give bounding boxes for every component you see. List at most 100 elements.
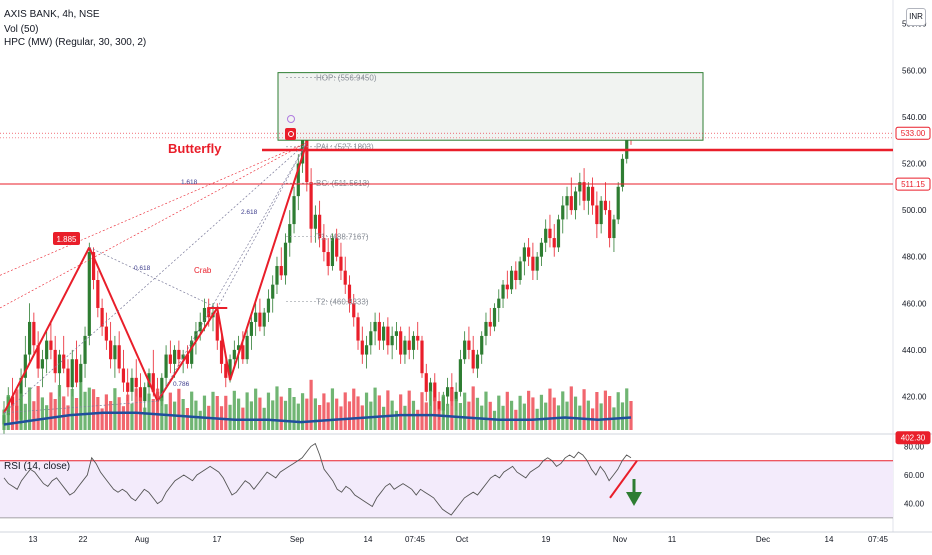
time-tick-label: 14 <box>364 535 373 544</box>
candle-body <box>595 205 599 225</box>
volume-bar <box>258 397 262 430</box>
hpc-indicator-label[interactable]: HPC (MW) (Regular, 30, 300, 2) <box>4 37 147 48</box>
pattern-ratio-line <box>216 142 308 309</box>
candle-body <box>70 359 74 388</box>
candle-body <box>539 242 544 257</box>
candle-body <box>467 340 471 350</box>
volume-bar <box>23 403 27 430</box>
candle-body <box>62 354 66 369</box>
volume-bar <box>249 401 253 430</box>
d-point-dot <box>288 131 294 137</box>
volume-bar <box>283 400 288 430</box>
d-point-marker <box>285 128 296 140</box>
candle-body <box>292 196 296 225</box>
volume-bar <box>296 403 300 430</box>
sun-icon <box>287 115 295 123</box>
level-label: T2: (460.8333) <box>316 297 369 306</box>
candle-body <box>66 368 70 388</box>
ratio-label: 1.618 <box>181 179 198 186</box>
candle-body <box>343 270 347 285</box>
level-label: PAL: (527.1803) <box>316 143 374 152</box>
volume-bar <box>522 403 526 430</box>
pattern-sub-label: Crab <box>194 266 212 275</box>
volume-bar <box>190 391 194 430</box>
candle-body <box>569 196 573 211</box>
volume-bar <box>292 397 296 430</box>
ratio-label: 0.786 <box>173 381 190 388</box>
level-label: HOP: (556.9450) <box>316 74 377 83</box>
candle-body <box>339 256 343 271</box>
volume-bar <box>62 396 66 430</box>
volume-bar <box>275 386 279 430</box>
ratio-label: 0.618 <box>134 265 151 272</box>
volume-bar <box>143 407 147 430</box>
volume-bar <box>629 401 633 430</box>
candle-body <box>522 247 526 262</box>
price-tick-label: 540.00 <box>902 113 927 122</box>
volume-bar <box>305 398 309 430</box>
volume-bar <box>620 402 625 430</box>
candle-body <box>352 303 356 318</box>
volume-bar <box>32 401 36 430</box>
candle-body <box>527 247 531 257</box>
candle-body <box>266 298 271 313</box>
candle-body <box>509 270 514 290</box>
volume-bar <box>318 405 322 430</box>
volume-bar <box>224 395 228 430</box>
price-tick-label: 420.00 <box>902 393 927 402</box>
candle-body <box>36 345 40 369</box>
level-label: T1: (488.7167) <box>316 232 369 241</box>
candle-body <box>151 373 155 392</box>
price-badge <box>895 126 931 140</box>
candle-body <box>463 340 467 360</box>
volume-bar <box>416 409 420 430</box>
volume-bar <box>66 405 70 430</box>
time-tick-label: 07:45 <box>868 535 889 544</box>
candle-body <box>552 238 556 248</box>
pattern-ratio-line <box>157 142 308 402</box>
volume-bar <box>484 391 488 430</box>
volume-bar <box>36 386 40 430</box>
candle-body <box>228 359 232 378</box>
candle-body <box>582 182 586 201</box>
chart-title: AXIS BANK, 4h, NSE <box>4 9 100 20</box>
volume-bar <box>271 400 275 430</box>
volume-bar <box>552 397 556 430</box>
volume-bar <box>134 388 138 430</box>
volume-bar <box>420 392 424 430</box>
volume-bar <box>531 397 535 430</box>
volume-bar <box>2 409 6 430</box>
volume-indicator-label[interactable]: Vol (50) <box>4 24 39 35</box>
volume-bar <box>177 388 181 430</box>
candle-body <box>275 266 279 285</box>
rsi-indicator-label[interactable]: RSI (14, close) <box>4 461 71 472</box>
volume-bar <box>467 401 471 430</box>
candle-body <box>219 340 224 364</box>
candle-body <box>488 321 492 327</box>
candle-body <box>458 359 462 392</box>
candle-body <box>625 130 629 159</box>
price-pane <box>0 0 893 432</box>
volume-bar <box>87 387 91 430</box>
pattern-leg <box>216 307 232 381</box>
butterfly-pattern <box>0 142 308 414</box>
candle-body <box>591 186 595 206</box>
volume-bar <box>428 390 433 430</box>
candle-body <box>288 224 292 243</box>
volume-bar <box>83 391 87 430</box>
currency-badge[interactable]: INR <box>906 8 926 26</box>
candle-body <box>599 200 603 225</box>
candle-body <box>369 331 373 346</box>
candle-body <box>411 335 416 350</box>
candle-body <box>79 363 83 383</box>
volume-bar <box>356 396 360 430</box>
price-tick-label: 460.00 <box>902 299 927 308</box>
candle-body <box>390 335 394 346</box>
volume-bar <box>211 391 215 430</box>
time-tick-label: 07:45 <box>405 535 426 544</box>
volume-bar <box>215 396 219 430</box>
candle-body <box>454 391 458 402</box>
candle-body <box>347 284 352 304</box>
